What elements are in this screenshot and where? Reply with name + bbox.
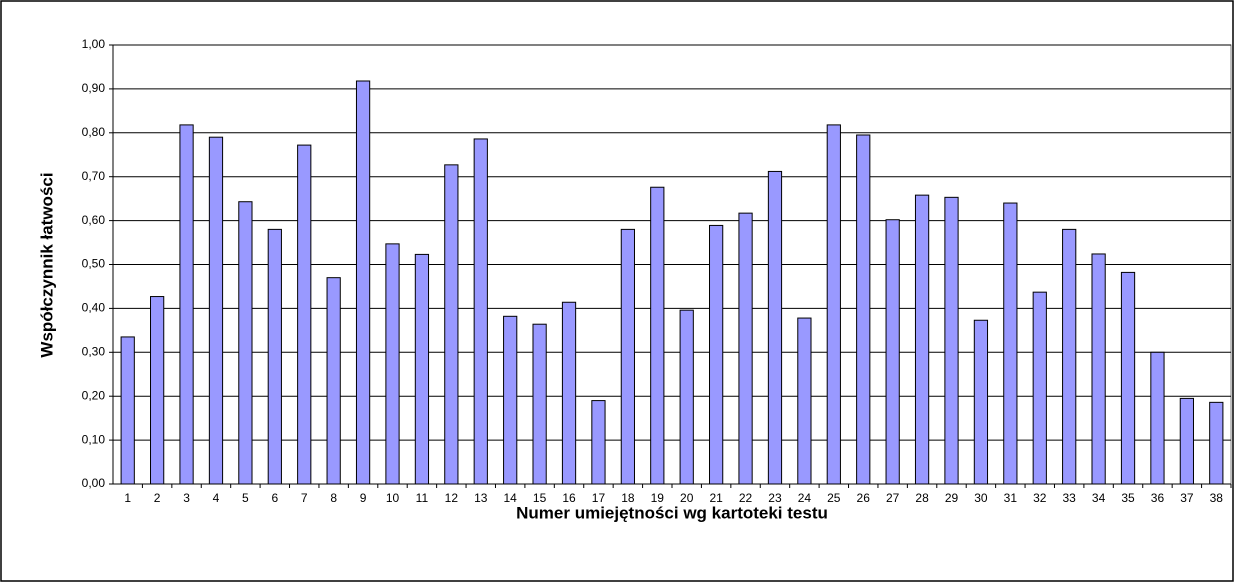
bar (503, 315, 518, 485)
x-tick-label: 8 (330, 491, 337, 505)
y-tick-label: 0,50 (82, 257, 106, 271)
x-tick-label: 2 (154, 491, 161, 505)
bar (561, 301, 577, 485)
y-tick-label: 0,10 (82, 432, 106, 446)
x-tick-label: 20 (680, 491, 694, 505)
x-tick-label: 14 (504, 491, 518, 505)
y-tick-label: 0,40 (82, 301, 106, 315)
bar (267, 228, 282, 485)
bar (532, 323, 547, 485)
x-tick-label: 3 (183, 491, 190, 505)
bar (591, 400, 606, 485)
x-tick-label: 29 (945, 491, 959, 505)
bar (150, 296, 165, 485)
x-tick-label: 18 (621, 491, 635, 505)
x-tick-label: 27 (886, 491, 900, 505)
bar (1062, 228, 1077, 485)
x-tick-label: 22 (739, 491, 753, 505)
x-tick-label: 32 (1033, 491, 1047, 505)
bar (1179, 397, 1194, 485)
x-tick-label: 12 (445, 491, 459, 505)
bar (414, 253, 430, 485)
x-tick-label: 37 (1180, 491, 1194, 505)
x-tick-label: 35 (1121, 491, 1135, 505)
bar (444, 164, 459, 485)
x-tick-label: 1 (124, 491, 131, 505)
y-tick-label: 0,70 (82, 169, 106, 183)
bar (797, 317, 812, 485)
y-tick-label: 0,60 (82, 213, 106, 227)
x-tick-label: 13 (474, 491, 488, 505)
bar (914, 194, 930, 485)
bar (650, 186, 665, 485)
bar (1003, 202, 1018, 485)
x-tick-label: 9 (360, 491, 367, 505)
bar (826, 124, 841, 485)
bar (120, 336, 135, 485)
bar (738, 212, 753, 485)
x-tick-label: 19 (651, 491, 665, 505)
bar (885, 219, 900, 485)
bar (856, 134, 871, 485)
x-tick-label: 25 (827, 491, 841, 505)
x-tick-label: 34 (1092, 491, 1106, 505)
bar (179, 124, 194, 485)
bar (355, 80, 371, 485)
x-tick-label: 16 (562, 491, 576, 505)
y-axis-title: Współczynnik łatwości (37, 172, 56, 357)
bar (709, 224, 724, 485)
x-tick-label: 5 (242, 491, 249, 505)
x-tick-label: 23 (768, 491, 782, 505)
x-tick-label: 24 (798, 491, 812, 505)
x-tick-label: 28 (915, 491, 929, 505)
bar (238, 201, 253, 485)
bar (973, 319, 989, 485)
bar (620, 228, 635, 485)
x-tick-label: 26 (857, 491, 871, 505)
bar (1150, 351, 1165, 485)
bar (1032, 291, 1047, 485)
bar (767, 170, 783, 485)
bar (473, 138, 488, 485)
x-axis-title: Numer umiejętności wg kartoteki testu (516, 503, 828, 522)
x-tick-label: 38 (1210, 491, 1224, 505)
x-tick-label: 33 (1063, 491, 1077, 505)
y-tick-label: 0,30 (82, 344, 106, 358)
bar (326, 277, 341, 485)
x-tick-label: 21 (709, 491, 723, 505)
bar (297, 144, 312, 485)
x-tick-label: 30 (974, 491, 988, 505)
x-tick-label: 10 (386, 491, 400, 505)
x-tick-label: 17 (592, 491, 606, 505)
bar (385, 243, 400, 485)
x-tick-label: 15 (533, 491, 547, 505)
x-tick-label: 11 (416, 491, 429, 505)
x-tick-label: 31 (1004, 491, 1018, 505)
y-tick-label: 0,20 (82, 388, 106, 402)
bar (1091, 253, 1106, 485)
bar (944, 196, 959, 485)
bar (208, 136, 224, 485)
bar (679, 309, 694, 485)
x-tick-label: 4 (213, 491, 220, 505)
bar (1120, 271, 1136, 485)
x-tick-label: 7 (301, 491, 308, 505)
y-tick-label: 0,90 (82, 81, 106, 95)
y-tick-label: 1,00 (82, 37, 106, 51)
y-tick-label: 0,80 (82, 125, 106, 139)
y-tick-label: 0,00 (82, 476, 106, 490)
bar (1209, 401, 1224, 485)
x-tick-label: 6 (271, 491, 278, 505)
x-tick-label: 36 (1151, 491, 1165, 505)
